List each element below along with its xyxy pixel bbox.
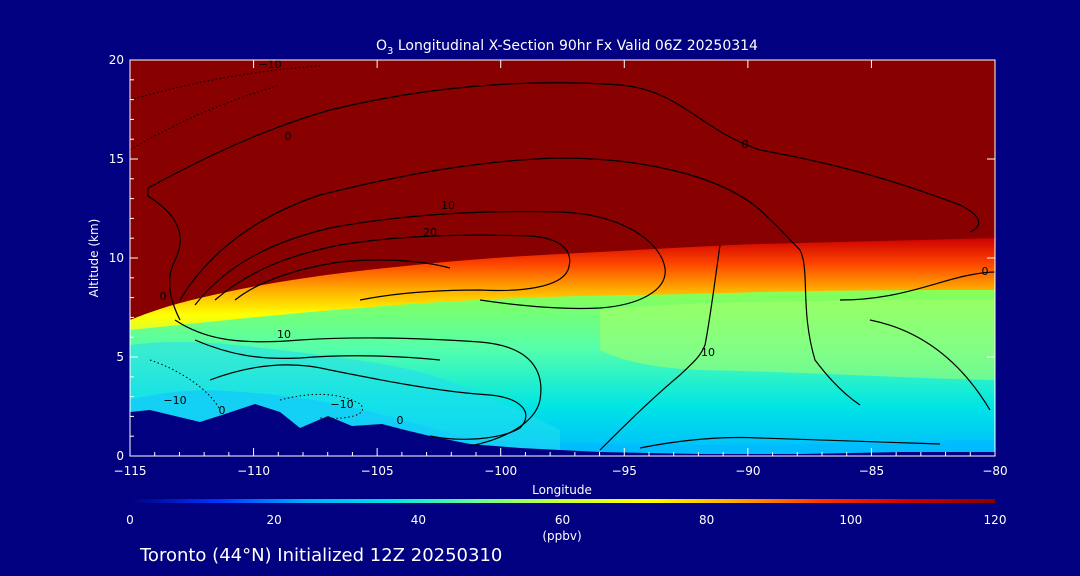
contour-0-low	[209, 364, 527, 440]
field-upper-green	[600, 300, 995, 380]
contour-label: 10	[441, 199, 455, 212]
x-tick-label: −80	[982, 464, 1007, 478]
colorbar-tick-label: 0	[126, 513, 134, 527]
contour-label: 0	[219, 404, 226, 417]
colorbar-tick-label: 60	[555, 513, 570, 527]
terrain	[130, 404, 995, 456]
x-tick-label: −85	[859, 464, 884, 478]
y-tick-label: 0	[116, 449, 124, 463]
x-tick-label: −90	[735, 464, 760, 478]
title-species: O	[376, 38, 387, 54]
x-tick-label: −115	[114, 464, 147, 478]
contour-10-east	[599, 244, 721, 451]
contour-dotted-mid	[130, 84, 281, 151]
title-subscript: 3	[387, 46, 393, 57]
contour-0-right	[639, 436, 941, 449]
contour-0-left	[147, 188, 181, 321]
y-axis-label: Altitude (km)	[87, 219, 101, 298]
contour-label: 20	[423, 226, 437, 239]
y-tick-label: 20	[109, 53, 124, 67]
contour-label: 0	[160, 290, 167, 303]
contour-10-upper	[179, 157, 861, 406]
contour-label: 10	[277, 328, 291, 341]
footer-initialized: Toronto (44°N) Initialized 12Z 20250310	[139, 545, 502, 566]
x-tick-label: −100	[484, 464, 517, 478]
contour-label: −10	[258, 58, 281, 71]
contour-40-upper	[234, 259, 451, 301]
contour-label: 0	[982, 265, 989, 278]
y-tick-label: 15	[109, 152, 124, 166]
contour-10-low	[174, 319, 542, 447]
y-axis: 0 5 10 15 20	[109, 53, 995, 463]
y-tick-label: 5	[116, 350, 124, 364]
contour-dotted-top	[130, 65, 321, 101]
contour-label: 0	[742, 138, 749, 151]
x-tick-label: −110	[237, 464, 270, 478]
title-text: Longitudinal X-Section 90hr Fx Valid 06Z…	[393, 38, 758, 54]
contour-20-upper	[194, 210, 666, 310]
x-tick-label: −95	[612, 464, 637, 478]
contour-label: −10	[330, 398, 353, 411]
contour-dotted-basin	[279, 393, 363, 419]
y-tick-label: 10	[109, 251, 124, 265]
contour-label: 0	[285, 130, 292, 143]
contour-30-upper	[214, 234, 571, 301]
x-axis-label: Longitude	[532, 483, 592, 497]
x-tick-label: −105	[361, 464, 394, 478]
colorbar	[130, 499, 995, 503]
colorbar-ticks: 0 20 40 60 80 100 120	[126, 513, 1006, 527]
colorbar-unit: (ppbv)	[542, 529, 581, 543]
plot-area	[130, 60, 995, 456]
colorbar-tick-label: 80	[699, 513, 714, 527]
colorbar-tick-label: 120	[984, 513, 1007, 527]
contour-label-group: −10 0 0 10 20 0 10 −10 0 10 −10 0 0	[160, 58, 989, 427]
colorbar-tick-label: 40	[411, 513, 426, 527]
x-axis: −115 −110 −105 −100 −95 −90 −85 −80	[114, 60, 1008, 478]
contour-right-loop	[839, 271, 995, 301]
contour-label: 10	[701, 346, 715, 359]
contour-0-outer	[147, 82, 980, 233]
colorbar-tick-label: 20	[267, 513, 282, 527]
contour-right-low	[869, 319, 991, 411]
contour-label: 0	[397, 414, 404, 427]
contour-10-mid	[194, 339, 441, 361]
contour-dotted-low	[149, 359, 221, 411]
colorbar-tick-label: 100	[839, 513, 862, 527]
contour-label: −10	[163, 394, 186, 407]
contour-lines	[130, 65, 995, 451]
chart-title: O3 Longitudinal X-Section 90hr Fx Valid …	[376, 38, 758, 57]
